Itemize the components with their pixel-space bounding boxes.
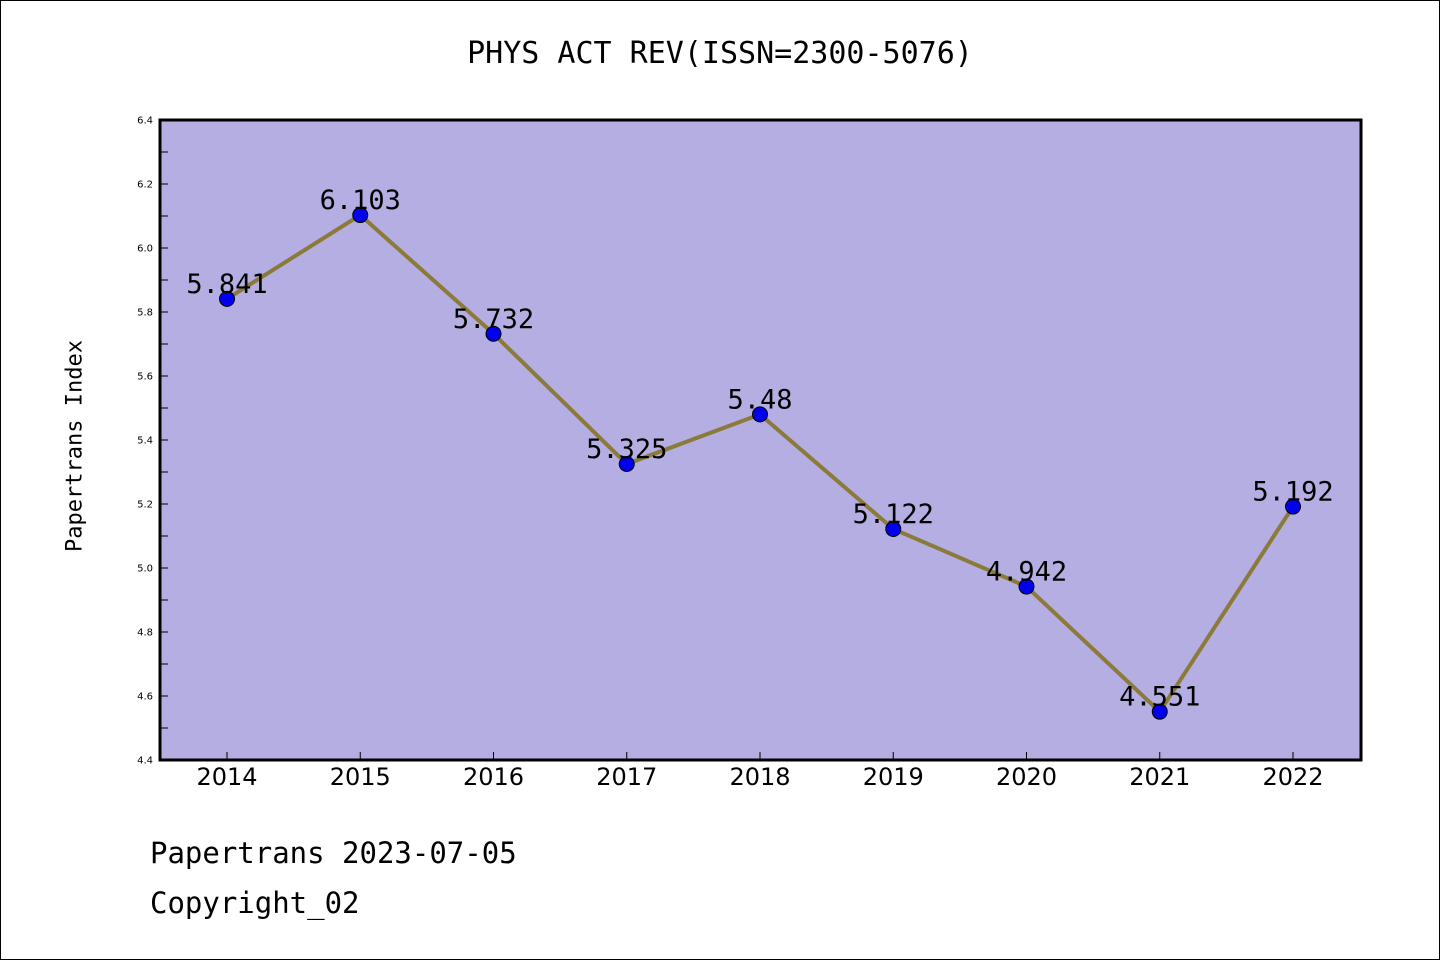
- data-label: 5.841: [186, 269, 267, 300]
- y-tick-label: 6.0: [137, 244, 153, 255]
- x-tick-label: 2017: [596, 763, 657, 791]
- y-tick-label: 5.6: [137, 372, 153, 383]
- x-tick-label: 2022: [1262, 763, 1323, 791]
- x-axis: 2014 2015 2016 2017 2018 2019 2020 2021 2022: [196, 752, 1324, 791]
- y-tick-label: 6.4: [137, 116, 153, 127]
- y-tick-label: 4.4: [137, 756, 153, 767]
- chart-title: PHYS ACT REV(ISSN=2300-5076): [467, 36, 973, 71]
- y-tick-label: 5.4: [137, 436, 153, 447]
- footer-date: Papertrans 2023-07-05: [150, 836, 517, 870]
- data-label: 4.551: [1119, 682, 1200, 713]
- data-point: [885, 520, 902, 537]
- data-point: [1285, 498, 1301, 515]
- data-label: 5.325: [586, 434, 667, 465]
- y-tick-label: 6.2: [137, 180, 153, 191]
- data-point: [1018, 578, 1035, 595]
- y-tick-label: 4.6: [137, 692, 153, 703]
- plot-border: [158, 118, 1363, 762]
- x-tick-label: 2021: [1129, 763, 1190, 791]
- footer-copyright: Copyright_02: [150, 886, 360, 920]
- data-label: 5.192: [1252, 477, 1333, 508]
- data-labels: 5.841 6.103 5.732 5.325 5.48 5.122 4.942 4.551 5…: [186, 185, 1333, 713]
- data-label: 4.942: [986, 557, 1067, 588]
- y-tick-label: 5.2: [137, 500, 153, 511]
- x-tick-label: 2018: [729, 763, 790, 791]
- x-tick-label: 2016: [463, 763, 524, 791]
- data-point: [485, 325, 502, 342]
- y-axis: 4.4 4.6 4.8 5.0 5.2 5.4 5.6 5.8 6.0 6.2 6.4: [137, 116, 168, 767]
- data-point: [352, 207, 369, 224]
- data-point: [1151, 703, 1168, 720]
- data-label: 5.48: [727, 384, 792, 415]
- data-label: 5.122: [853, 499, 934, 530]
- x-tick-label: 2020: [996, 763, 1057, 791]
- data-label: 5.732: [453, 304, 534, 335]
- x-tick-label: 2015: [330, 763, 391, 791]
- x-tick-label: 2019: [863, 763, 924, 791]
- data-point: [219, 290, 235, 307]
- y-tick-label: 4.8: [137, 628, 153, 639]
- data-label: 6.103: [320, 185, 401, 216]
- x-tick-label: 2014: [196, 763, 257, 791]
- y-tick-label: 5.8: [137, 308, 153, 319]
- data-point: [752, 406, 768, 423]
- data-point: [618, 456, 635, 472]
- plot-area: [160, 120, 1361, 760]
- data-points: [219, 207, 1301, 720]
- y-tick-label: 5.0: [137, 564, 153, 575]
